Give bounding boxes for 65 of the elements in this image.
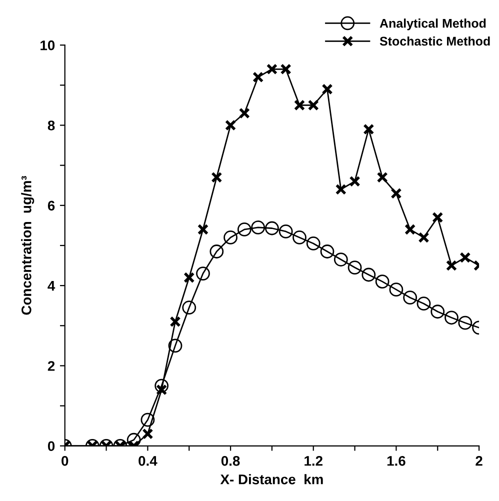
- legend-label: Stochastic Method: [380, 36, 490, 46]
- point: [278, 224, 293, 238]
- point: [156, 384, 168, 396]
- point: [334, 252, 348, 266]
- point: [224, 120, 236, 131]
- x-tick-label: 1.2: [304, 456, 322, 466]
- point: [168, 338, 182, 353]
- point: [458, 316, 472, 330]
- point: [142, 428, 154, 440]
- x-axis-title: X- Distance km: [220, 474, 323, 484]
- point: [280, 64, 292, 75]
- point: [432, 212, 444, 223]
- point: [418, 232, 430, 244]
- point: [184, 272, 195, 284]
- point: [154, 378, 169, 393]
- y-tick-label: 4: [48, 281, 56, 291]
- point: [363, 124, 374, 135]
- point: [430, 304, 445, 319]
- point: [266, 64, 278, 75]
- point: [416, 296, 431, 311]
- x-tick-label: 0.8: [221, 456, 240, 466]
- y-tick-label: 10: [40, 40, 55, 50]
- point: [238, 108, 250, 119]
- point: [211, 172, 222, 183]
- point: [294, 100, 306, 111]
- x-tick-label: 0: [62, 456, 68, 466]
- point: [306, 236, 320, 250]
- y-tick-label: 0: [48, 441, 55, 452]
- point: [237, 222, 252, 236]
- point: [390, 188, 402, 199]
- y-tick-label: 2: [48, 361, 55, 371]
- point: [322, 84, 333, 95]
- point: [224, 230, 238, 244]
- point: [404, 224, 416, 236]
- point: [251, 220, 266, 234]
- point: [197, 224, 209, 236]
- x-tick-label: 1.6: [387, 456, 406, 466]
- x-tick-label: 2: [476, 456, 482, 466]
- point: [252, 72, 264, 83]
- point: [389, 282, 404, 297]
- y-tick-label: 6: [48, 200, 55, 211]
- point: [292, 230, 306, 244]
- y-tick-label: 8: [48, 120, 55, 130]
- point: [349, 176, 360, 187]
- point: [308, 100, 319, 111]
- legend-label: Analytical Method: [380, 18, 486, 30]
- point: [170, 316, 181, 328]
- point: [446, 260, 458, 272]
- point: [196, 266, 210, 280]
- point: [362, 268, 376, 282]
- point: [265, 221, 279, 236]
- point: [460, 252, 471, 264]
- point: [375, 274, 390, 289]
- point: [403, 290, 418, 305]
- point: [126, 432, 141, 446]
- x-tick-label: 0.4: [138, 456, 158, 466]
- point: [140, 412, 155, 427]
- point: [320, 244, 334, 258]
- point: [335, 184, 346, 195]
- point: [348, 260, 362, 274]
- point: [444, 310, 458, 325]
- point: [376, 172, 388, 183]
- y-axis-title: Concentration ug/m³: [21, 176, 34, 315]
- point: [210, 244, 224, 258]
- point: [182, 300, 196, 315]
